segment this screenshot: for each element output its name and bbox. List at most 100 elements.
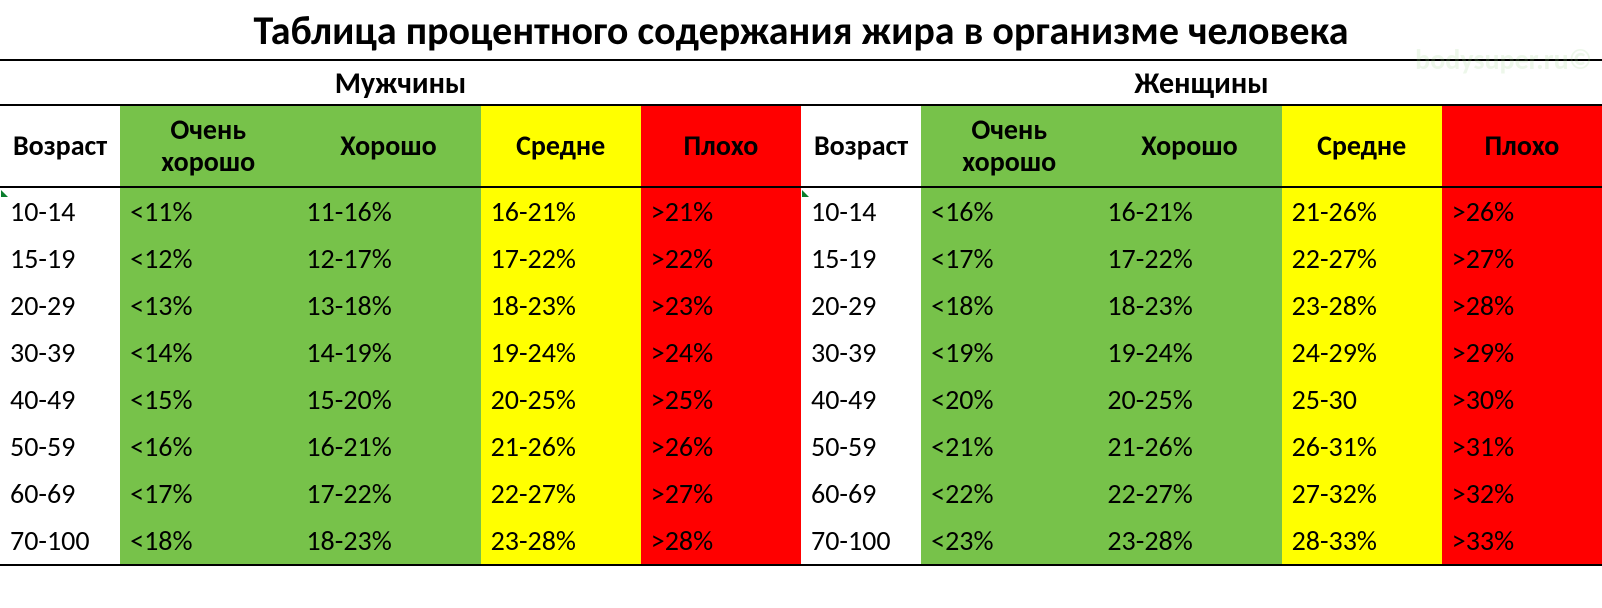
cell-good: 17-22% [296,470,480,517]
cell-very-good: <17% [120,470,296,517]
cell-very-good: <12% [120,235,296,282]
cell-bad: >27% [1442,235,1602,282]
cell-average: 20-25% [481,376,641,423]
cell-age: 30-39 [801,329,921,376]
header-average: Средне [1282,106,1442,187]
cell-good: 16-21% [1097,187,1281,235]
cell-average: 21-26% [1282,187,1442,235]
cell-good: 12-17% [296,235,480,282]
table-row: 30-39<14%14-19%19-24%>24% [0,329,801,376]
cell-bad: >29% [1442,329,1602,376]
table-row: 30-39<19%19-24%24-29%>29% [801,329,1602,376]
header-bad: Плохо [641,106,801,187]
table-row: 50-59<16%16-21%21-26%>26% [0,423,801,470]
cell-bad: >24% [641,329,801,376]
cell-good: 22-27% [1097,470,1281,517]
cell-very-good: <16% [921,187,1097,235]
table-header-row: Возраст Очень хорошо Хорошо Средне Плохо [801,106,1602,187]
table-row: 15-19<17%17-22%22-27%>27% [801,235,1602,282]
cell-age: 50-59 [0,423,120,470]
cell-bad: >27% [641,470,801,517]
table-row: 20-29<13%13-18%18-23%>23% [0,282,801,329]
cell-bad: >25% [641,376,801,423]
cell-average: 17-22% [481,235,641,282]
cell-age: 30-39 [0,329,120,376]
tables-wrapper: Мужчины Возраст Очень хорошо Хорошо Сред… [0,61,1602,566]
table-row: 60-69<22%22-27%27-32%>32% [801,470,1602,517]
header-good: Хорошо [296,106,480,187]
cell-age: 50-59 [801,423,921,470]
cell-very-good: <23% [921,517,1097,565]
cell-average: 19-24% [481,329,641,376]
cell-bad: >21% [641,187,801,235]
table-header-row: Возраст Очень хорошо Хорошо Средне Плохо [0,106,801,187]
cell-very-good: <15% [120,376,296,423]
header-very-good: Очень хорошо [120,106,296,187]
cell-good: 14-19% [296,329,480,376]
cell-good: 23-28% [1097,517,1281,565]
table-men: Возраст Очень хорошо Хорошо Средне Плохо… [0,106,801,566]
cell-age: 20-29 [801,282,921,329]
cell-average: 16-21% [481,187,641,235]
cell-average: 27-32% [1282,470,1442,517]
cell-very-good: <11% [120,187,296,235]
cell-bad: >28% [641,517,801,565]
cell-bad: >23% [641,282,801,329]
cell-age: 15-19 [801,235,921,282]
cell-average: 22-27% [481,470,641,517]
cell-average: 23-28% [481,517,641,565]
table-women: Возраст Очень хорошо Хорошо Средне Плохо… [801,106,1602,566]
cell-good: 11-16% [296,187,480,235]
section-women-title: Женщины [801,61,1602,106]
cell-bad: >28% [1442,282,1602,329]
cell-age: 40-49 [0,376,120,423]
table-row: 40-49<20%20-25%25-30>30% [801,376,1602,423]
cell-bad: >26% [641,423,801,470]
cell-good: 20-25% [1097,376,1281,423]
cell-average: 23-28% [1282,282,1442,329]
cell-average: 26-31% [1282,423,1442,470]
cell-very-good: <18% [921,282,1097,329]
cell-age: 20-29 [0,282,120,329]
cell-age: 10-14 [0,187,120,235]
page-title: Таблица процентного содержания жира в ор… [0,0,1602,61]
table-men-body: 10-14<11%11-16%16-21%>21% 15-19<12%12-17… [0,187,801,565]
cell-average: 21-26% [481,423,641,470]
cell-average: 24-29% [1282,329,1442,376]
header-age: Возраст [0,106,120,187]
table-row: 20-29<18%18-23%23-28%>28% [801,282,1602,329]
cell-very-good: <19% [921,329,1097,376]
cell-bad: >26% [1442,187,1602,235]
cell-good: 17-22% [1097,235,1281,282]
cell-very-good: <17% [921,235,1097,282]
cell-good: 13-18% [296,282,480,329]
table-women-body: 10-14<16%16-21%21-26%>26% 15-19<17%17-22… [801,187,1602,565]
table-row: 60-69<17%17-22%22-27%>27% [0,470,801,517]
table-row: 40-49<15%15-20%20-25%>25% [0,376,801,423]
cell-average: 28-33% [1282,517,1442,565]
cell-good: 19-24% [1097,329,1281,376]
cell-bad: >32% [1442,470,1602,517]
cell-good: 15-20% [296,376,480,423]
cell-bad: >30% [1442,376,1602,423]
excel-error-triangle-icon [802,190,809,197]
cell-age: 60-69 [801,470,921,517]
cell-very-good: <14% [120,329,296,376]
cell-good: 16-21% [296,423,480,470]
cell-average: 22-27% [1282,235,1442,282]
cell-age: 70-100 [801,517,921,565]
table-row: 10-14<11%11-16%16-21%>21% [0,187,801,235]
cell-very-good: <18% [120,517,296,565]
cell-good: 21-26% [1097,423,1281,470]
cell-very-good: <13% [120,282,296,329]
cell-average: 25-30 [1282,376,1442,423]
header-age: Возраст [801,106,921,187]
header-bad: Плохо [1442,106,1602,187]
table-row: 70-100<18%18-23%23-28%>28% [0,517,801,565]
cell-age: 60-69 [0,470,120,517]
cell-average: 18-23% [481,282,641,329]
table-row: 10-14<16%16-21%21-26%>26% [801,187,1602,235]
section-men: Мужчины Возраст Очень хорошо Хорошо Сред… [0,61,801,566]
cell-age: 70-100 [0,517,120,565]
cell-very-good: <21% [921,423,1097,470]
